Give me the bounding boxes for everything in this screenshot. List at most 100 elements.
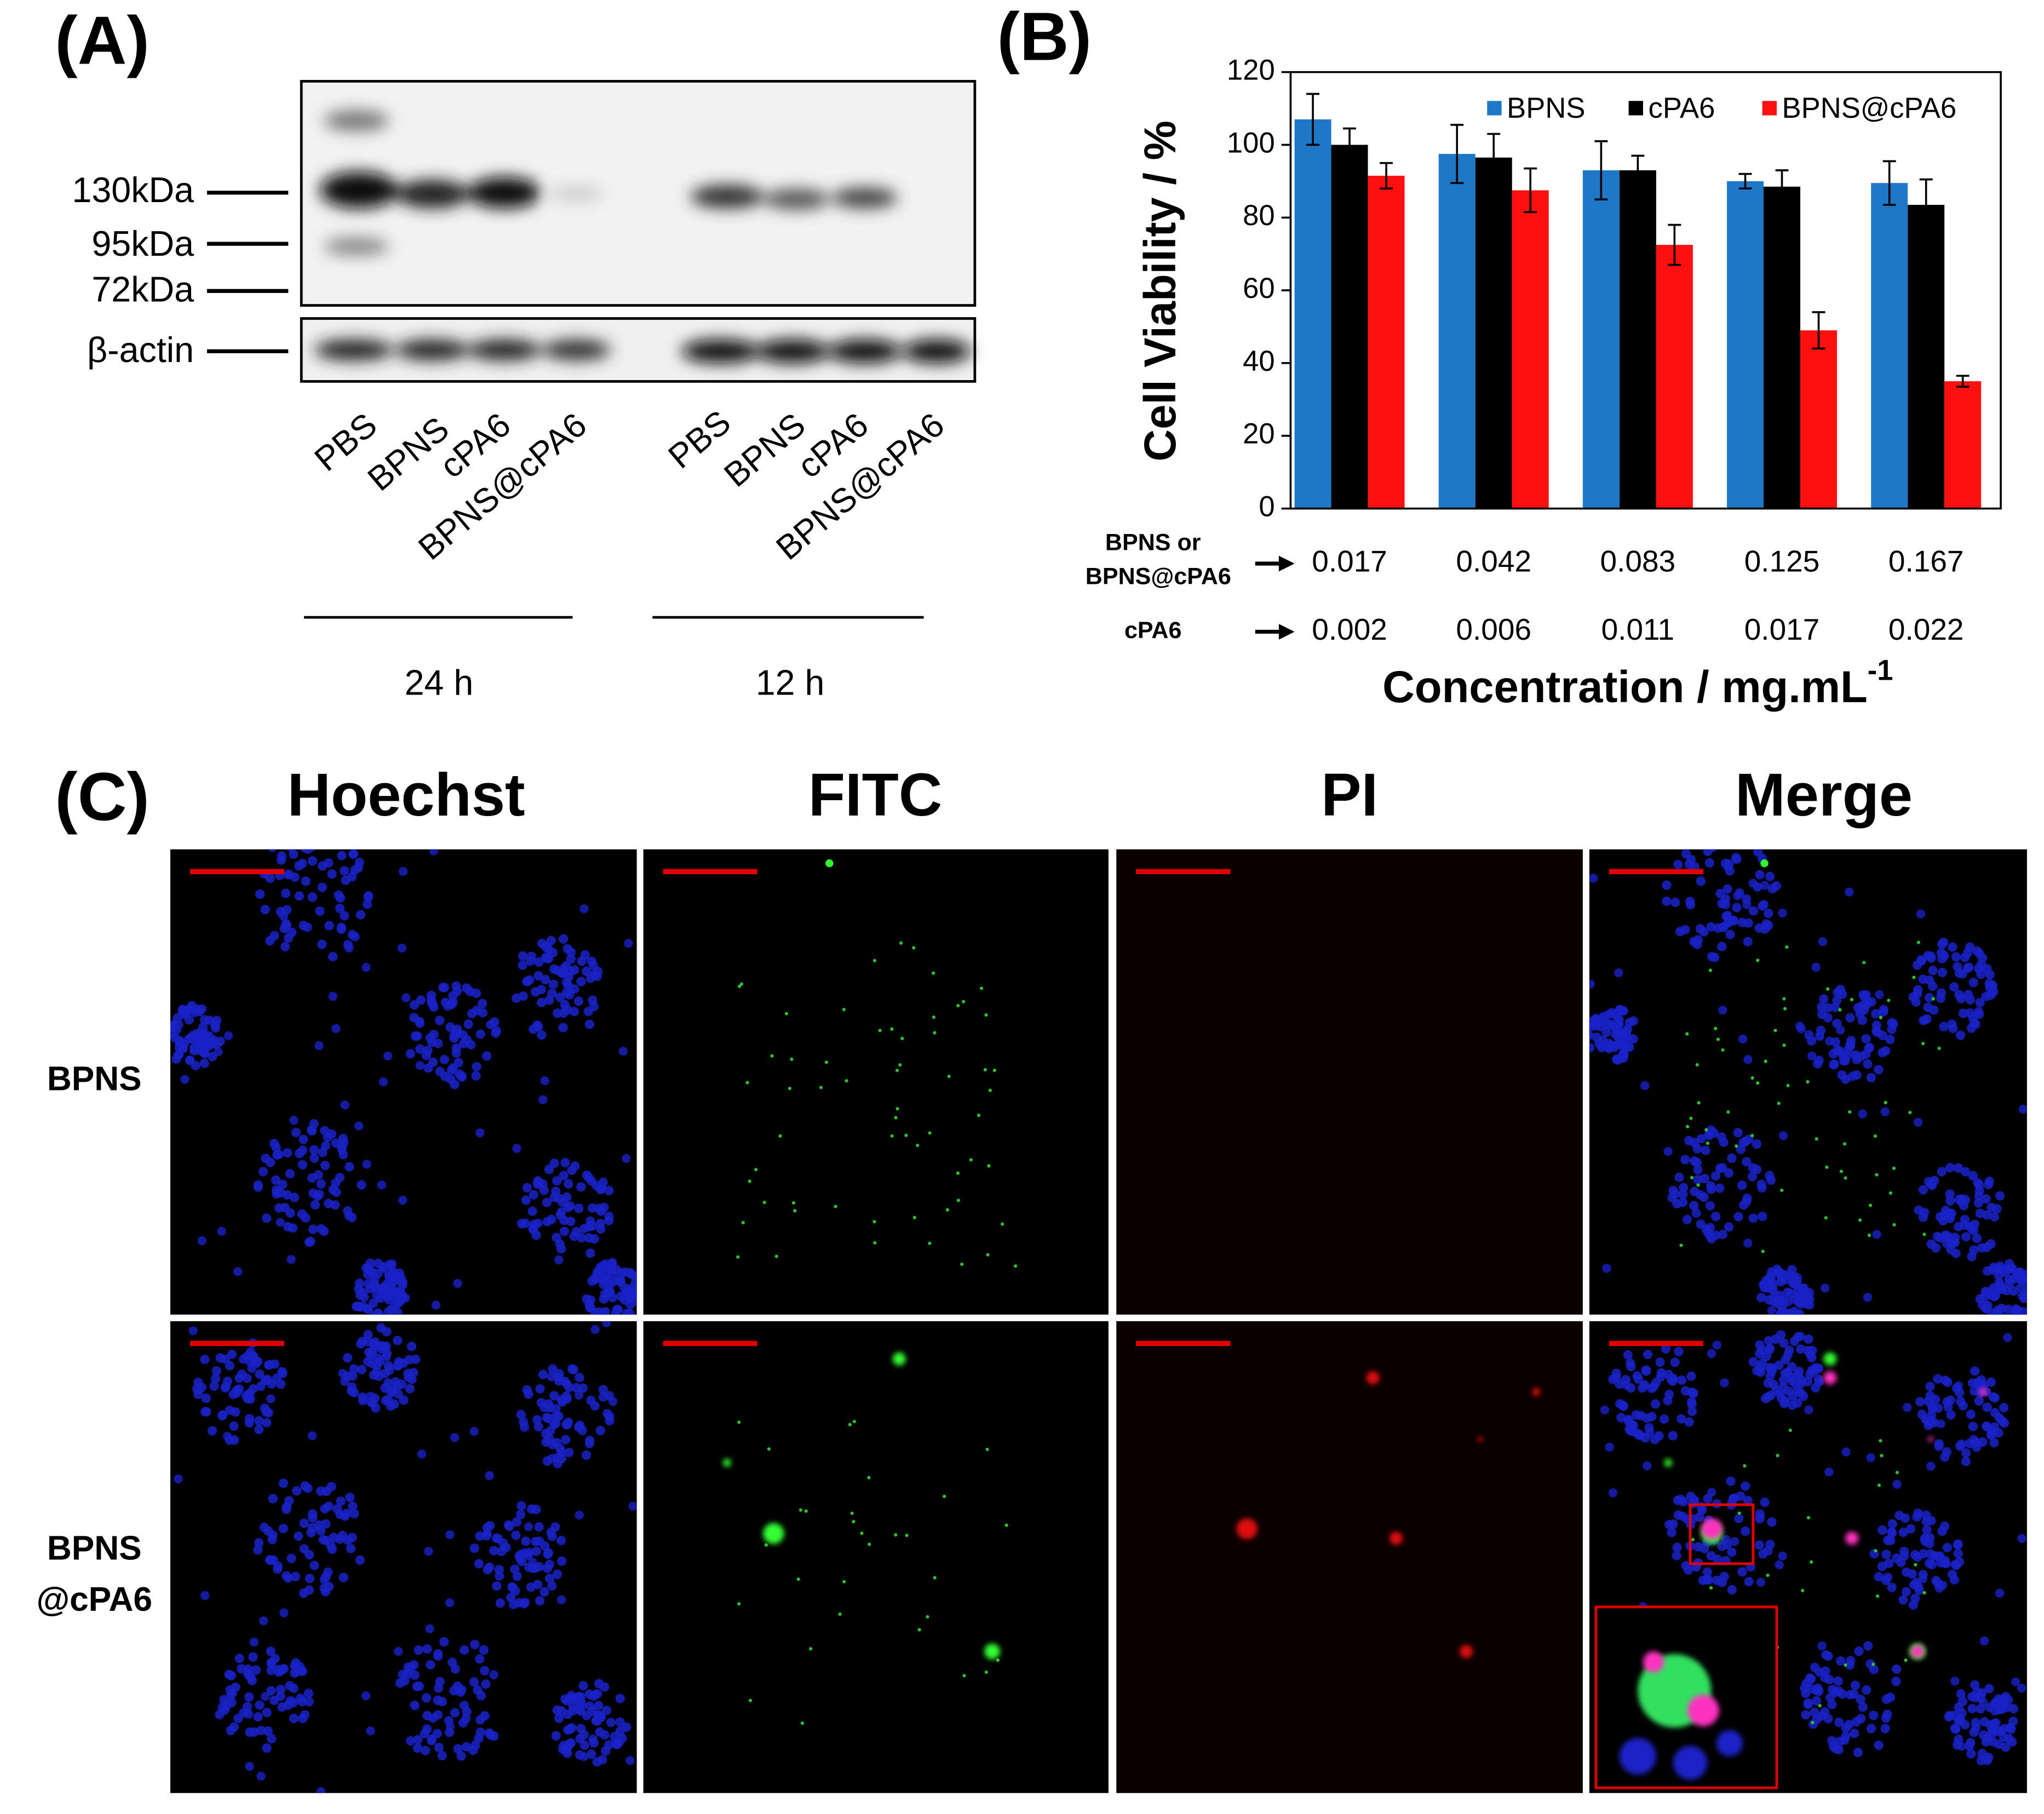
cell [1748, 879, 1758, 888]
cell [603, 1287, 613, 1296]
cell [1621, 1375, 1631, 1385]
fitc-dot [1912, 975, 1916, 979]
fitc-dot [1777, 1101, 1781, 1105]
cell [354, 858, 364, 868]
error-bar [1775, 169, 1789, 204]
cell [1866, 1453, 1875, 1462]
legend-label: BPNS@cPA6 [1782, 92, 1957, 124]
fitc-dot [739, 982, 744, 986]
cell [1616, 1413, 1626, 1422]
cell [248, 1384, 259, 1394]
cell [1830, 1687, 1840, 1697]
cell [409, 1013, 419, 1023]
cell [550, 1522, 560, 1532]
cell [1982, 1210, 1992, 1220]
cell [320, 1503, 330, 1514]
cell [1782, 1368, 1793, 1377]
cell [262, 1743, 272, 1753]
cell [1752, 1139, 1762, 1149]
cell [394, 1647, 403, 1656]
cell [1704, 858, 1714, 868]
cell [491, 1026, 502, 1036]
cell [434, 1743, 444, 1753]
cell [1937, 1167, 1947, 1176]
cell [495, 1598, 505, 1608]
cell [244, 1418, 254, 1428]
fitc-dot [1818, 1704, 1822, 1708]
cell [1981, 1304, 1991, 1313]
cell [1939, 1021, 1949, 1032]
cell [1742, 1193, 1752, 1203]
pi-spot [1823, 1371, 1837, 1385]
cell [233, 1267, 243, 1276]
cell [519, 1417, 529, 1427]
cell [1784, 1345, 1794, 1355]
cell [1681, 1561, 1691, 1571]
cell [298, 829, 307, 839]
fitc-dot [1737, 1511, 1741, 1515]
cell [285, 1681, 295, 1691]
cell [1816, 1025, 1826, 1035]
fitc-dot [868, 1542, 871, 1546]
cell [245, 1727, 255, 1737]
cell [1718, 1005, 1727, 1015]
cell [1821, 1650, 1831, 1660]
cell [341, 875, 351, 885]
cell [579, 1224, 589, 1233]
cell [1916, 909, 1926, 919]
cell [410, 1700, 420, 1710]
cell [1667, 1528, 1676, 1537]
cell [1948, 1238, 1957, 1248]
cell [370, 1403, 381, 1413]
cell [1760, 1497, 1770, 1507]
cell [1845, 887, 1854, 897]
cell [450, 1664, 460, 1674]
cell [1605, 1443, 1614, 1452]
cell [556, 1595, 566, 1605]
cell [1758, 901, 1767, 911]
cell [287, 927, 297, 937]
row-heading: BPNS [47, 1060, 142, 1098]
cell [634, 1277, 637, 1285]
cell [415, 1018, 425, 1028]
cell [554, 1255, 564, 1265]
cell [1986, 1428, 1996, 1438]
inset-cell [1643, 1651, 1664, 1673]
cell [307, 892, 318, 902]
cell [1885, 1692, 1896, 1702]
cell [512, 993, 521, 1003]
cell [503, 1520, 514, 1530]
cell [178, 1043, 188, 1054]
cell [1858, 1109, 1867, 1118]
cell [1738, 1034, 1748, 1044]
cell [384, 1365, 394, 1375]
cell [1840, 1074, 1851, 1084]
cell [1730, 1537, 1739, 1546]
cell [1848, 1071, 1858, 1081]
cell [1796, 1374, 1806, 1385]
cell [303, 1689, 314, 1698]
cell [222, 1701, 232, 1710]
cell [422, 1724, 432, 1734]
cell [474, 1559, 484, 1569]
fitc-dot [784, 1012, 789, 1015]
band [395, 339, 469, 361]
cell [1852, 1055, 1862, 1065]
fitc-dot [945, 1208, 949, 1212]
cell [2017, 1275, 2026, 1285]
cell [1978, 953, 1988, 963]
cell [541, 974, 550, 985]
fitc-dot [737, 984, 742, 988]
cell [2011, 1305, 2021, 1315]
cell [1937, 967, 1948, 978]
cell [585, 1248, 595, 1258]
cell [575, 1373, 584, 1382]
fitc-dot [1838, 1008, 1842, 1012]
cell [584, 1019, 595, 1029]
cell [301, 876, 311, 886]
cell [489, 1670, 498, 1680]
cell [564, 1179, 573, 1189]
cell [278, 911, 289, 921]
error-bar [1524, 167, 1537, 214]
cell [1661, 1344, 1670, 1354]
